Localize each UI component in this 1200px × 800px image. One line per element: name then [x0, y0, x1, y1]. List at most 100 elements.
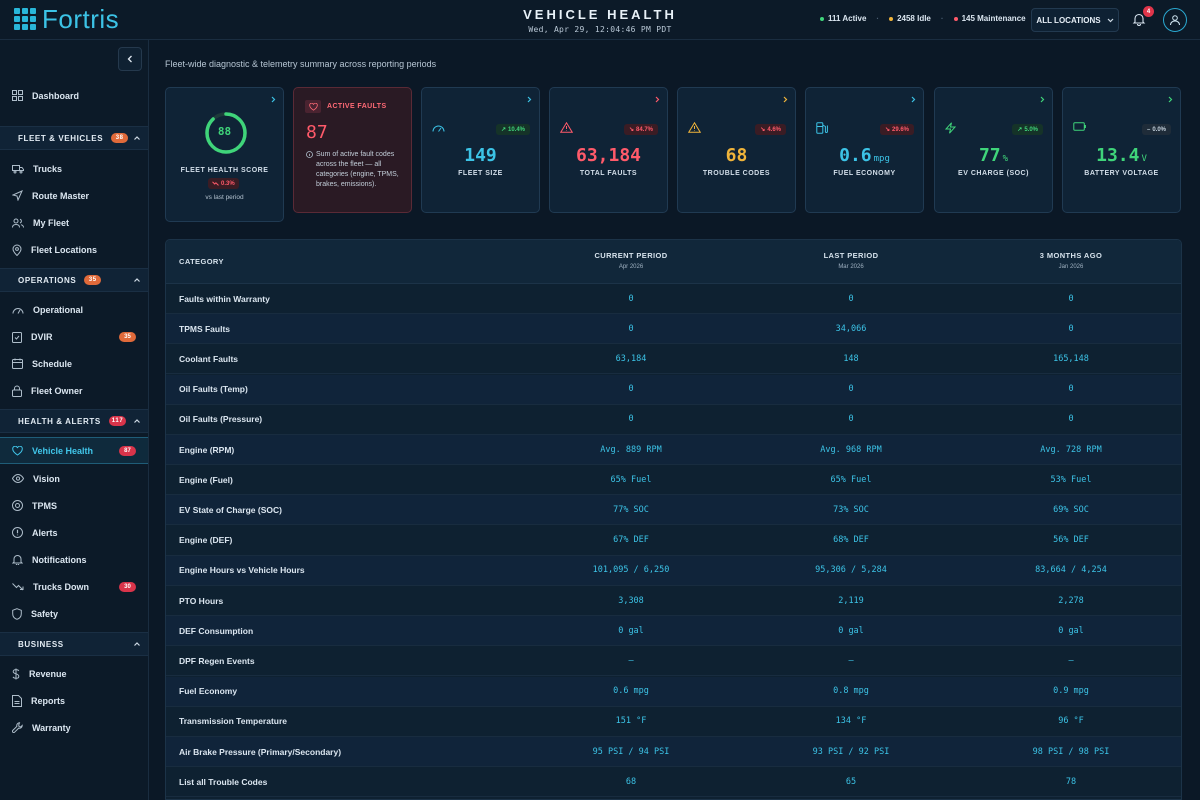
current-period-cell: 65% Fuel [610, 474, 652, 485]
table-row[interactable]: Engine (Fuel) 65% Fuel 65% Fuel 53% Fuel [166, 465, 1181, 496]
column-header-label: 3 MONTHS AGO [1039, 251, 1103, 260]
current-period-cell: 77% SOC [613, 504, 649, 515]
fleet-size-card[interactable]: ↗ 10.4% 149 FLEET SIZE [421, 87, 540, 213]
table-row[interactable]: Engine (DEF) 67% DEF 68% DEF 56% DEF [166, 526, 1181, 556]
sidebar-item-operational[interactable]: Operational [0, 296, 148, 323]
sidebar-item-safety[interactable]: Safety [0, 600, 148, 627]
sidebar-section-health-alerts[interactable]: HEALTH & ALERTS 117 [0, 409, 148, 433]
ev-charge-value: 77% [935, 145, 1052, 166]
sidebar-item-tpms[interactable]: TPMS [0, 492, 148, 519]
last-period-cell: 68% DEF [833, 535, 869, 546]
sidebar: Dashboard FLEET & VEHICLES 38 Trucks Rou… [0, 40, 149, 800]
chevron-right-icon [271, 96, 276, 103]
table-row[interactable]: Oil Faults (Pressure) 0 0 0 [166, 405, 1181, 435]
three-months-ago-cell: 0 gal [1058, 625, 1084, 636]
battery-voltage-value: 13.4 V [1063, 145, 1180, 166]
table-row[interactable]: Faults within Warranty 0 0 0 [166, 284, 1181, 314]
sidebar-item-notifications[interactable]: Notifications [0, 546, 148, 573]
sidebar-item-schedule[interactable]: Schedule [0, 350, 148, 377]
notification-bell-icon[interactable] [1132, 12, 1146, 26]
sidebar-item-label: Vision [33, 473, 60, 484]
sidebar-section-operations[interactable]: OPERATIONS 35 [0, 268, 148, 292]
active-faults-label: ACTIVE FAULTS [327, 103, 387, 110]
total-faults-card[interactable]: ↘ 84.7% 63,184 TOTAL FAULTS [549, 87, 668, 213]
table-row[interactable]: DPF Regen Events – – – [166, 646, 1181, 677]
user-avatar[interactable] [1163, 8, 1187, 32]
row-category: Engine Hours vs Vehicle Hours [179, 565, 305, 576]
last-period-cell: 0 gal [838, 625, 864, 636]
sidebar-item-alerts[interactable]: Alerts [0, 519, 148, 546]
table-row[interactable]: DEF Consumption 0 gal 0 gal 0 gal [166, 616, 1181, 647]
sidebar-item-trucks-down[interactable]: Trucks Down 30 [0, 573, 148, 600]
current-period-cell: 67% DEF [613, 535, 649, 546]
table-row[interactable]: Engine Hours vs Vehicle Hours 101,095 / 6… [166, 555, 1181, 586]
row-category: Engine (Fuel) [179, 474, 233, 485]
sidebar-item-vision[interactable]: Vision [0, 465, 148, 492]
sidebar-item-dvir[interactable]: DVIR 35 [0, 323, 148, 350]
active-faults-card[interactable]: ACTIVE FAULTS 87 Sum of active fault cod… [293, 87, 412, 213]
sidebar-item-label: Fleet Locations [31, 244, 98, 255]
bell-icon [12, 555, 23, 565]
sidebar-item-label: Alerts [32, 527, 58, 538]
total-faults-delta: ↘ 84.7% [623, 124, 658, 135]
chevron-right-icon [655, 96, 660, 103]
fuel-economy-card[interactable]: ↘ 29.6% 0.6 mpg FUEL ECONOMY [805, 87, 924, 213]
sidebar-item-trucks[interactable]: Trucks [0, 155, 148, 182]
location-select[interactable]: ALL LOCATIONS [1031, 8, 1119, 32]
table-row[interactable]: EV State of Charge (SOC) 77% SOC 73% SOC 69… [166, 495, 1181, 526]
table-row[interactable]: Oil Faults (Temp) 0 0 0 [166, 374, 1181, 405]
sidebar-item-label: Reports [31, 695, 66, 706]
table-row[interactable]: Engine (RPM) Avg. 889 RPM Avg. 968 RPM Avg.… [166, 435, 1181, 465]
lock-icon [12, 385, 22, 397]
sidebar-section-business[interactable]: BUSINESS [0, 632, 148, 656]
truck-icon [12, 164, 24, 173]
fleet-health-card[interactable]: 88 FLEET HEALTH SCORE 0.3% vs last perio… [165, 87, 284, 222]
column-header-sublabel: Jan 2026 [1058, 264, 1084, 270]
last-period-cell: 0 [848, 293, 854, 304]
health-score-value: 88 [217, 125, 232, 138]
table-row[interactable]: Fuel Economy 0.6 mpg 0.8 mpg 0.9 mpg [166, 676, 1181, 707]
trouble-codes-card[interactable]: ↘ 4.6% 68 TROUBLE CODES [677, 87, 796, 213]
dollar-icon [12, 668, 20, 679]
row-category: Faults within Warranty [179, 293, 270, 304]
column-header-sublabel: Mar 2026 [838, 264, 864, 270]
three-months-ago-cell: 83,664 / 4,254 [1035, 565, 1107, 576]
unit-text: mpg [873, 154, 890, 164]
delta-text: 29.6% [891, 126, 909, 133]
table-header: CATEGORY CURRENT PERIOD Apr 2026 LAST PER… [166, 240, 1181, 284]
active-dot-icon [820, 16, 824, 21]
sidebar-item-dashboard[interactable]: Dashboard [0, 82, 148, 109]
table-row[interactable]: List all Trouble Codes 68 65 78 [166, 767, 1181, 798]
logo-text: Fortris [42, 4, 120, 34]
table-row[interactable]: PTO Hours 3,308 2,119 2,278 [166, 586, 1181, 616]
chevron-right-icon [1168, 96, 1173, 103]
current-period-cell: – [628, 655, 634, 666]
sidebar-item-fleet-locations[interactable]: Fleet Locations [0, 236, 148, 263]
user-icon [1170, 15, 1180, 26]
table-row[interactable]: Coolant Faults 63,184 148 165,148 [166, 344, 1181, 375]
table-row[interactable]: Air Brake Pressure (Primary/Secondary) 95… [166, 737, 1181, 767]
sidebar-item-reports[interactable]: Reports [0, 687, 148, 714]
sidebar-collapse-button[interactable] [118, 47, 142, 71]
sidebar-item-fleet-owner[interactable]: Fleet Owner [0, 377, 148, 404]
sidebar-item-my-fleet[interactable]: My Fleet [0, 209, 148, 236]
sidebar-item-route-master[interactable]: Route Master [0, 182, 148, 209]
chevron-left-icon [127, 55, 132, 63]
row-category: EV State of Charge (SOC) [179, 504, 282, 515]
table-row[interactable]: TPMS Faults 0 34,066 0 [166, 314, 1181, 345]
ev-charge-card[interactable]: ↗ 5.0% 77% EV CHARGE (SOC) [934, 87, 1053, 213]
page-header: VEHICLE HEALTH Wed, Apr 29, 12:04:46 PM … [450, 7, 750, 34]
sidebar-item-revenue[interactable]: Revenue [0, 660, 148, 687]
sidebar-item-vehicle-health[interactable]: Vehicle Health 87 [0, 437, 148, 464]
logo[interactable]: Fortris [14, 6, 119, 32]
notification-count-badge: 4 [1143, 6, 1154, 17]
item-count-badge: 30 [119, 581, 136, 592]
battery-voltage-card[interactable]: –0.0% 13.4 V BATTERY VOLTAGE [1062, 87, 1181, 213]
speedometer-icon [432, 125, 445, 132]
sidebar-section-fleet-vehicles[interactable]: FLEET & VEHICLES 38 [0, 126, 148, 150]
value-text: 68 [725, 145, 748, 166]
table-row[interactable]: Transmission Temperature 151 °F 134 °F 96 °… [166, 707, 1181, 737]
row-category: DPF Regen Events [179, 655, 255, 666]
sidebar-item-warranty[interactable]: Warranty [0, 714, 148, 741]
